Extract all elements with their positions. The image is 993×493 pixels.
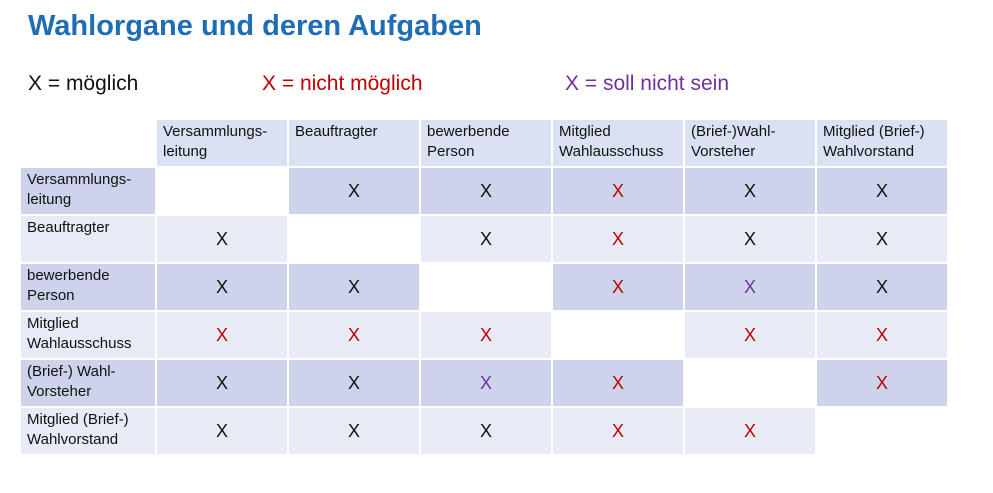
diagonal-cell <box>155 166 289 216</box>
table-row: Mitglied (Brief-) Wahlvorstand X X X X X <box>19 406 949 456</box>
matrix-cell-not-possible: X <box>551 214 685 264</box>
matrix-cell-possible: X <box>683 214 817 264</box>
matrix-cell-not-possible: X <box>551 358 685 408</box>
column-header: Mitglied (Brief-) Wahlvorstand <box>815 118 949 168</box>
matrix-cell-possible: X <box>419 214 553 264</box>
matrix-cell-not-possible: X <box>419 310 553 360</box>
matrix-cell-possible: X <box>155 406 289 456</box>
matrix-cell-possible: X <box>287 166 421 216</box>
matrix-cell-not-possible: X <box>683 406 817 456</box>
diagonal-cell <box>287 214 421 264</box>
column-header: (Brief-)Wahl- Vorsteher <box>683 118 817 168</box>
matrix-cell-possible: X <box>287 358 421 408</box>
table-row: (Brief-) Wahl- Vorsteher X X X X X <box>19 358 949 408</box>
column-header: bewerbende Person <box>419 118 553 168</box>
matrix-cell-possible: X <box>155 358 289 408</box>
matrix-cell-possible: X <box>155 214 289 264</box>
row-header: bewerbende Person <box>19 262 157 312</box>
matrix-cell-not-possible: X <box>551 166 685 216</box>
matrix-cell-not-possible: X <box>815 358 949 408</box>
table-row: Mitglied Wahlausschuss X X X X X <box>19 310 949 360</box>
matrix-cell-possible: X <box>419 406 553 456</box>
matrix-cell-not-possible: X <box>551 262 685 312</box>
matrix-cell-not-possible: X <box>551 406 685 456</box>
matrix-cell-not-possible: X <box>287 310 421 360</box>
matrix-cell-possible: X <box>419 166 553 216</box>
page-title: Wahlorgane und deren Aufgaben <box>28 10 482 42</box>
matrix-cell-possible: X <box>287 406 421 456</box>
row-header: Mitglied (Brief-) Wahlvorstand <box>19 406 157 456</box>
row-header: Mitglied Wahlausschuss <box>19 310 157 360</box>
diagonal-cell <box>815 406 949 456</box>
roles-matrix: Versammlungs- leitung Beauftragter bewerbe… <box>19 118 949 456</box>
legend-not-possible: X = nicht möglich <box>262 72 423 95</box>
table-row: bewerbende Person X X X X X <box>19 262 949 312</box>
diagonal-cell <box>551 310 685 360</box>
matrix-cell-should-not: X <box>683 262 817 312</box>
matrix-cell-not-possible: X <box>155 310 289 360</box>
matrix-cell-possible: X <box>815 166 949 216</box>
table-row: Beauftragter X X X X X <box>19 214 949 264</box>
diagonal-cell <box>419 262 553 312</box>
row-header: Versammlungs- leitung <box>19 166 157 216</box>
matrix-cell-possible: X <box>815 214 949 264</box>
column-header: Mitglied Wahlausschuss <box>551 118 685 168</box>
matrix-cell-possible: X <box>287 262 421 312</box>
table-row: Versammlungs- leitung X X X X X <box>19 166 949 216</box>
matrix-cell-possible: X <box>683 166 817 216</box>
matrix-cell-should-not: X <box>419 358 553 408</box>
corner-cell <box>19 118 157 168</box>
header-row: Versammlungs- leitung Beauftragter bewerbe… <box>19 118 949 168</box>
legend-possible: X = möglich <box>28 72 139 95</box>
matrix-cell-possible: X <box>155 262 289 312</box>
matrix-cell-not-possible: X <box>683 310 817 360</box>
diagonal-cell <box>683 358 817 408</box>
matrix-cell-not-possible: X <box>815 310 949 360</box>
row-header: (Brief-) Wahl- Vorsteher <box>19 358 157 408</box>
legend-should-not: X = soll nicht sein <box>565 72 730 95</box>
column-header: Beauftragter <box>287 118 421 168</box>
matrix-cell-possible: X <box>815 262 949 312</box>
row-header: Beauftragter <box>19 214 157 264</box>
column-header: Versammlungs- leitung <box>155 118 289 168</box>
